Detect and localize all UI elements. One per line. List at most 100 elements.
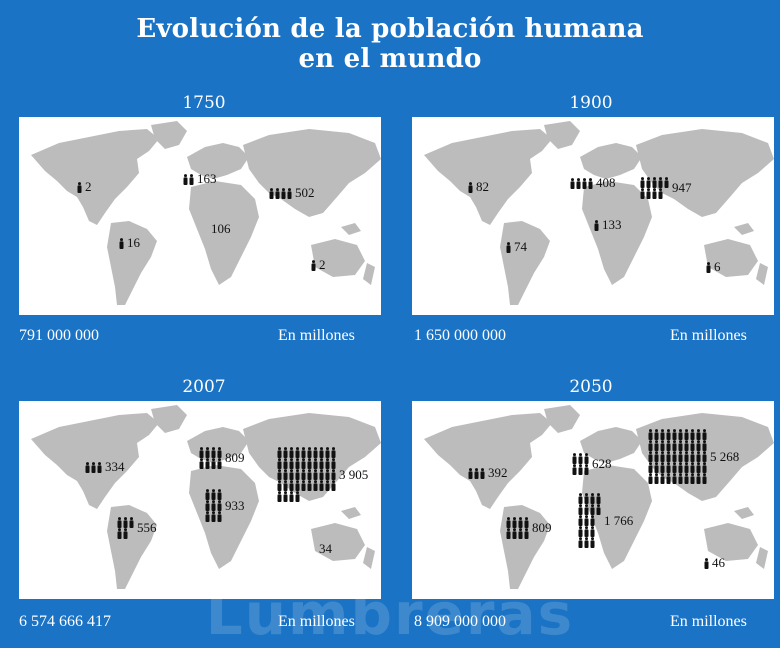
person-icon	[578, 526, 583, 537]
region-label-south-america: 556	[117, 517, 157, 539]
person-icon	[205, 500, 210, 511]
person-icon	[474, 467, 479, 479]
person-icon	[576, 177, 581, 189]
person-icon	[584, 493, 589, 504]
person-icon	[640, 188, 645, 199]
map-panel-2050: 392 809 628 1 766 5 268 46	[412, 401, 774, 599]
person-icon	[211, 447, 216, 458]
map-panel-2007: 334 556 809 933 3 905 34	[19, 401, 381, 599]
person-icon	[706, 261, 711, 273]
region-value: 556	[137, 520, 157, 535]
person-icon	[85, 461, 90, 473]
person-icon	[283, 491, 288, 502]
region-value: 947	[672, 180, 692, 195]
person-icon	[590, 515, 595, 526]
person-icon	[277, 447, 282, 458]
person-icon	[578, 515, 583, 526]
person-icon	[277, 469, 282, 480]
person-icon	[666, 473, 671, 484]
person-icon	[702, 451, 707, 462]
person-icon	[211, 489, 216, 500]
person-icon	[582, 177, 587, 189]
person-icon	[696, 473, 701, 484]
person-icon	[596, 493, 601, 504]
person-icon	[289, 491, 294, 502]
region-value: 1 766	[604, 512, 634, 528]
region-label-oceania: 2	[311, 257, 326, 273]
person-icon	[588, 177, 593, 189]
person-icon	[684, 451, 689, 462]
person-icon	[307, 447, 312, 458]
person-icon	[325, 469, 330, 480]
person-icon	[295, 458, 300, 469]
region-value: 133	[602, 217, 622, 232]
person-icon	[287, 187, 292, 199]
person-icon	[666, 451, 671, 462]
person-icon	[696, 440, 701, 451]
person-icon	[506, 528, 511, 539]
person-icon	[660, 451, 665, 462]
people-icons	[506, 241, 512, 253]
person-icon	[211, 500, 216, 511]
region-label-south-america: 16	[119, 235, 140, 251]
people-icons	[85, 461, 103, 473]
region-value: 163	[197, 171, 217, 186]
person-icon	[704, 557, 709, 569]
person-icon	[672, 440, 677, 451]
person-icon	[672, 451, 677, 462]
continent-shape	[734, 507, 754, 519]
continent-shape	[544, 405, 580, 433]
person-icon	[277, 458, 282, 469]
region-label-asia: 5 268	[648, 429, 739, 484]
person-icon	[524, 517, 529, 528]
person-icon	[289, 480, 294, 491]
person-icon	[289, 458, 294, 469]
person-icon	[313, 469, 318, 480]
person-icon	[277, 480, 282, 491]
person-icon	[646, 188, 651, 199]
continent-shape	[734, 223, 754, 235]
person-icon	[666, 429, 671, 440]
person-icon	[654, 473, 659, 484]
region-label-europe: 628	[572, 453, 612, 475]
person-icon	[211, 511, 216, 522]
person-icon	[117, 517, 122, 528]
region-value: 408	[596, 175, 616, 190]
continent-shape	[544, 121, 580, 149]
continent-shape	[151, 121, 187, 149]
region-value: 5 268	[710, 448, 740, 464]
map-panel-1750: 2 16 163 106 502 2	[19, 117, 381, 315]
continent-shape	[187, 143, 249, 179]
person-icon	[281, 187, 286, 199]
person-icon	[648, 451, 653, 462]
person-icon	[301, 480, 306, 491]
continent-shape	[500, 221, 550, 305]
region-label-oceania: 34	[319, 541, 332, 557]
person-icon	[666, 440, 671, 451]
person-icon	[217, 500, 222, 511]
person-icon	[578, 493, 583, 504]
region-label-north-america: 82	[468, 179, 489, 195]
people-icons	[704, 557, 710, 569]
continent-shape	[424, 413, 552, 509]
person-icon	[275, 187, 280, 199]
continent-shape	[341, 223, 361, 235]
person-icon	[301, 447, 306, 458]
person-icon	[129, 517, 134, 528]
person-icon	[205, 489, 210, 500]
region-value: 502	[295, 185, 315, 200]
person-icon	[301, 458, 306, 469]
world-map	[31, 121, 381, 305]
person-icon	[123, 517, 128, 528]
person-icon	[666, 462, 671, 473]
region-value: 74	[514, 239, 527, 254]
person-icon	[205, 447, 210, 458]
person-icon	[283, 480, 288, 491]
person-icon	[572, 464, 577, 475]
region-value: 809	[225, 450, 245, 465]
person-icon	[584, 526, 589, 537]
person-icon	[331, 480, 336, 491]
person-icon	[319, 458, 324, 469]
person-icon	[658, 188, 663, 199]
continent-shape	[580, 427, 642, 463]
